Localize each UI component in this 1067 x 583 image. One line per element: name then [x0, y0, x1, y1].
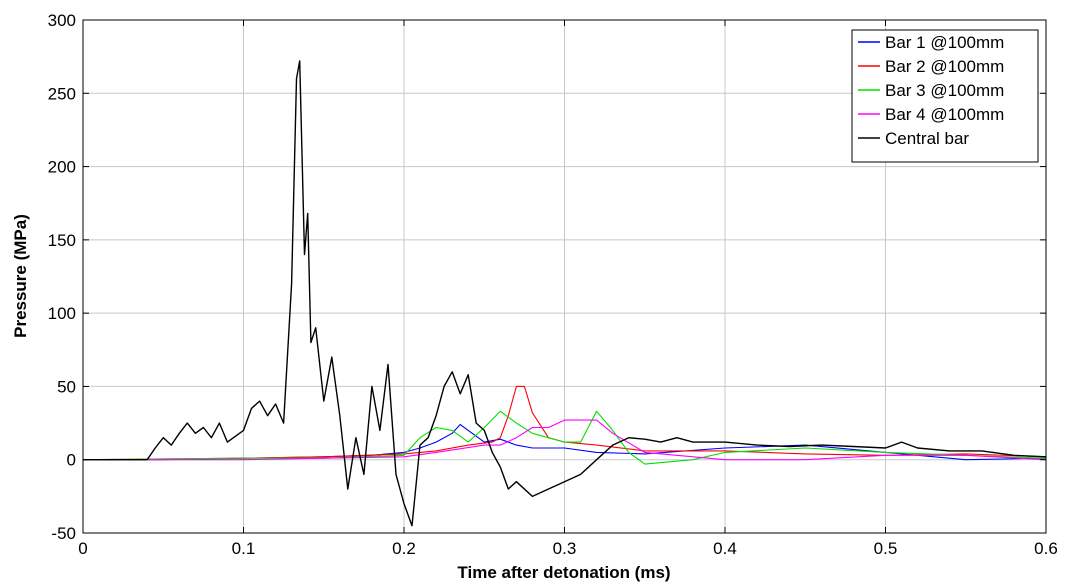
x-axis-title: Time after detonation (ms) — [457, 563, 670, 582]
series-line-5 — [83, 60, 1047, 527]
series-line-2 — [82, 385, 1047, 461]
axis-ticks — [82, 19, 1047, 534]
series-lines — [82, 60, 1047, 527]
legend-box — [851, 29, 1039, 163]
x-tick-label: 0 — [78, 539, 87, 558]
legend-label: Central bar — [885, 129, 969, 148]
x-tick-label: 0.5 — [874, 539, 898, 558]
x-tick-label: 0.4 — [713, 539, 737, 558]
legend-label: Bar 1 @100mm — [885, 33, 1004, 52]
x-tick-label: 0.3 — [553, 539, 577, 558]
legend-label: Bar 4 @100mm — [885, 105, 1004, 124]
legend-label: Bar 2 @100mm — [885, 57, 1004, 76]
x-tick-label: 0.6 — [1034, 539, 1058, 558]
x-tick-label: 0.1 — [232, 539, 256, 558]
x-tick-labels: 0 0.1 0.2 0.3 0.4 0.5 0.6 — [78, 539, 1058, 558]
y-tick-label: 300 — [48, 11, 76, 30]
y-tick-label: 150 — [48, 231, 76, 250]
legend-label: Bar 3 @100mm — [885, 81, 1004, 100]
y-tick-label: 250 — [48, 84, 76, 103]
y-tick-label: 100 — [48, 304, 76, 323]
y-axis-title: Pressure (MPa) — [11, 214, 30, 338]
series-line-3 — [82, 410, 1047, 465]
y-tick-label: 50 — [57, 377, 76, 396]
legend: Bar 1 @100mm Bar 2 @100mm Bar 3 @100mm Bar … — [851, 29, 1039, 163]
y-tick-label: 0 — [67, 451, 76, 470]
y-tick-label: -50 — [51, 524, 76, 543]
y-tick-labels: -50 0 50 100 150 200 250 300 — [48, 11, 76, 543]
y-tick-label: 200 — [48, 158, 76, 177]
x-tick-label: 0.2 — [392, 539, 416, 558]
series-line-4 — [83, 419, 1047, 461]
